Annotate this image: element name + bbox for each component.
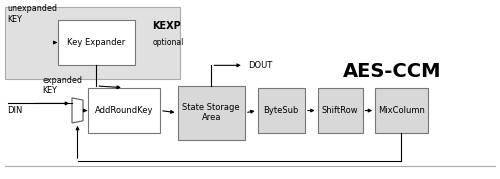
Bar (178, 86, 245, 140)
Text: expanded
KEY: expanded KEY (42, 76, 82, 95)
Bar (88, 88, 160, 133)
Text: Key Expander: Key Expander (67, 38, 126, 47)
Bar (375, 88, 428, 133)
Text: DIN: DIN (8, 106, 23, 115)
Bar (258, 88, 305, 133)
Text: ShiftRow: ShiftRow (322, 106, 358, 115)
Text: MixColumn: MixColumn (378, 106, 424, 115)
Bar (318, 88, 362, 133)
Text: unexpanded
KEY: unexpanded KEY (8, 4, 58, 24)
Text: AddRoundKey: AddRoundKey (94, 106, 153, 115)
Text: AES-CCM: AES-CCM (342, 62, 441, 81)
Polygon shape (72, 98, 83, 123)
Bar (58, 20, 135, 65)
Text: ByteSub: ByteSub (264, 106, 299, 115)
Bar (5, 7, 180, 79)
Text: DOUT: DOUT (248, 61, 273, 70)
Text: optional: optional (152, 38, 184, 47)
Text: KEXP: KEXP (152, 21, 181, 31)
Text: State Storage
Area: State Storage Area (182, 103, 240, 122)
